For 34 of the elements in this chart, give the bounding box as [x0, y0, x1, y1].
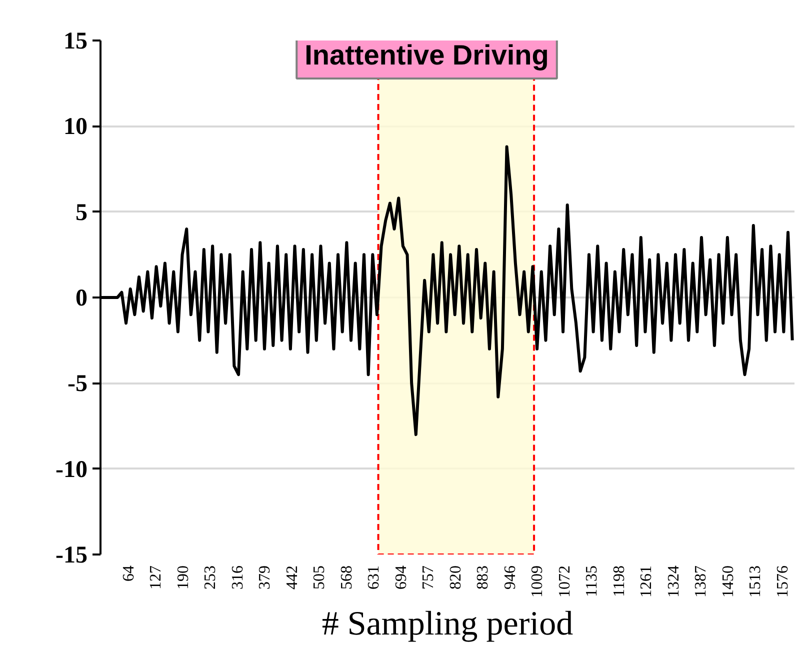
y-tick-label: 0: [76, 286, 88, 312]
x-tick-label: 1576: [774, 566, 792, 598]
x-tick-label: 1450: [720, 566, 737, 598]
x-axis-title: # Sampling period: [322, 606, 574, 642]
y-tick-label: -5: [68, 371, 88, 398]
x-tick-label: 1135: [584, 566, 601, 597]
y-tick-label: 5: [76, 200, 88, 226]
y-tick-label: 10: [64, 114, 88, 140]
x-tick-label: 883: [474, 566, 492, 590]
x-tick-label: 820: [447, 566, 464, 590]
x-tick-label: 253: [202, 566, 220, 590]
x-tick-label: 190: [174, 566, 192, 590]
y-tick-label: -10: [56, 456, 88, 483]
x-tick-label: 316: [229, 566, 246, 590]
x-tick-label: 631: [366, 566, 383, 590]
x-tick-label: 1198: [610, 566, 628, 597]
x-tick-label: 379: [256, 566, 274, 590]
chart-title: Inattentive Driving: [304, 40, 549, 70]
x-tick-label: 442: [284, 566, 301, 590]
x-tick-label: 946: [502, 566, 519, 590]
x-tick-label: 127: [148, 566, 165, 590]
x-tick-label: 757: [420, 566, 438, 590]
x-tick-label: 1387: [692, 566, 710, 598]
x-tick-label: 1261: [638, 566, 656, 598]
y-tick-label: 15: [64, 28, 88, 54]
y-tick-label: -15: [56, 542, 88, 568]
x-tick-label: 1513: [747, 566, 764, 598]
x-tick-label: 568: [338, 566, 356, 590]
x-tick-label: 64: [120, 566, 138, 582]
x-tick-label: 1072: [556, 566, 574, 598]
x-tick-label: 694: [392, 566, 410, 590]
x-tick-label: 1009: [529, 566, 546, 598]
x-tick-label: 505: [311, 566, 328, 590]
x-tick-label: 1324: [665, 566, 682, 598]
